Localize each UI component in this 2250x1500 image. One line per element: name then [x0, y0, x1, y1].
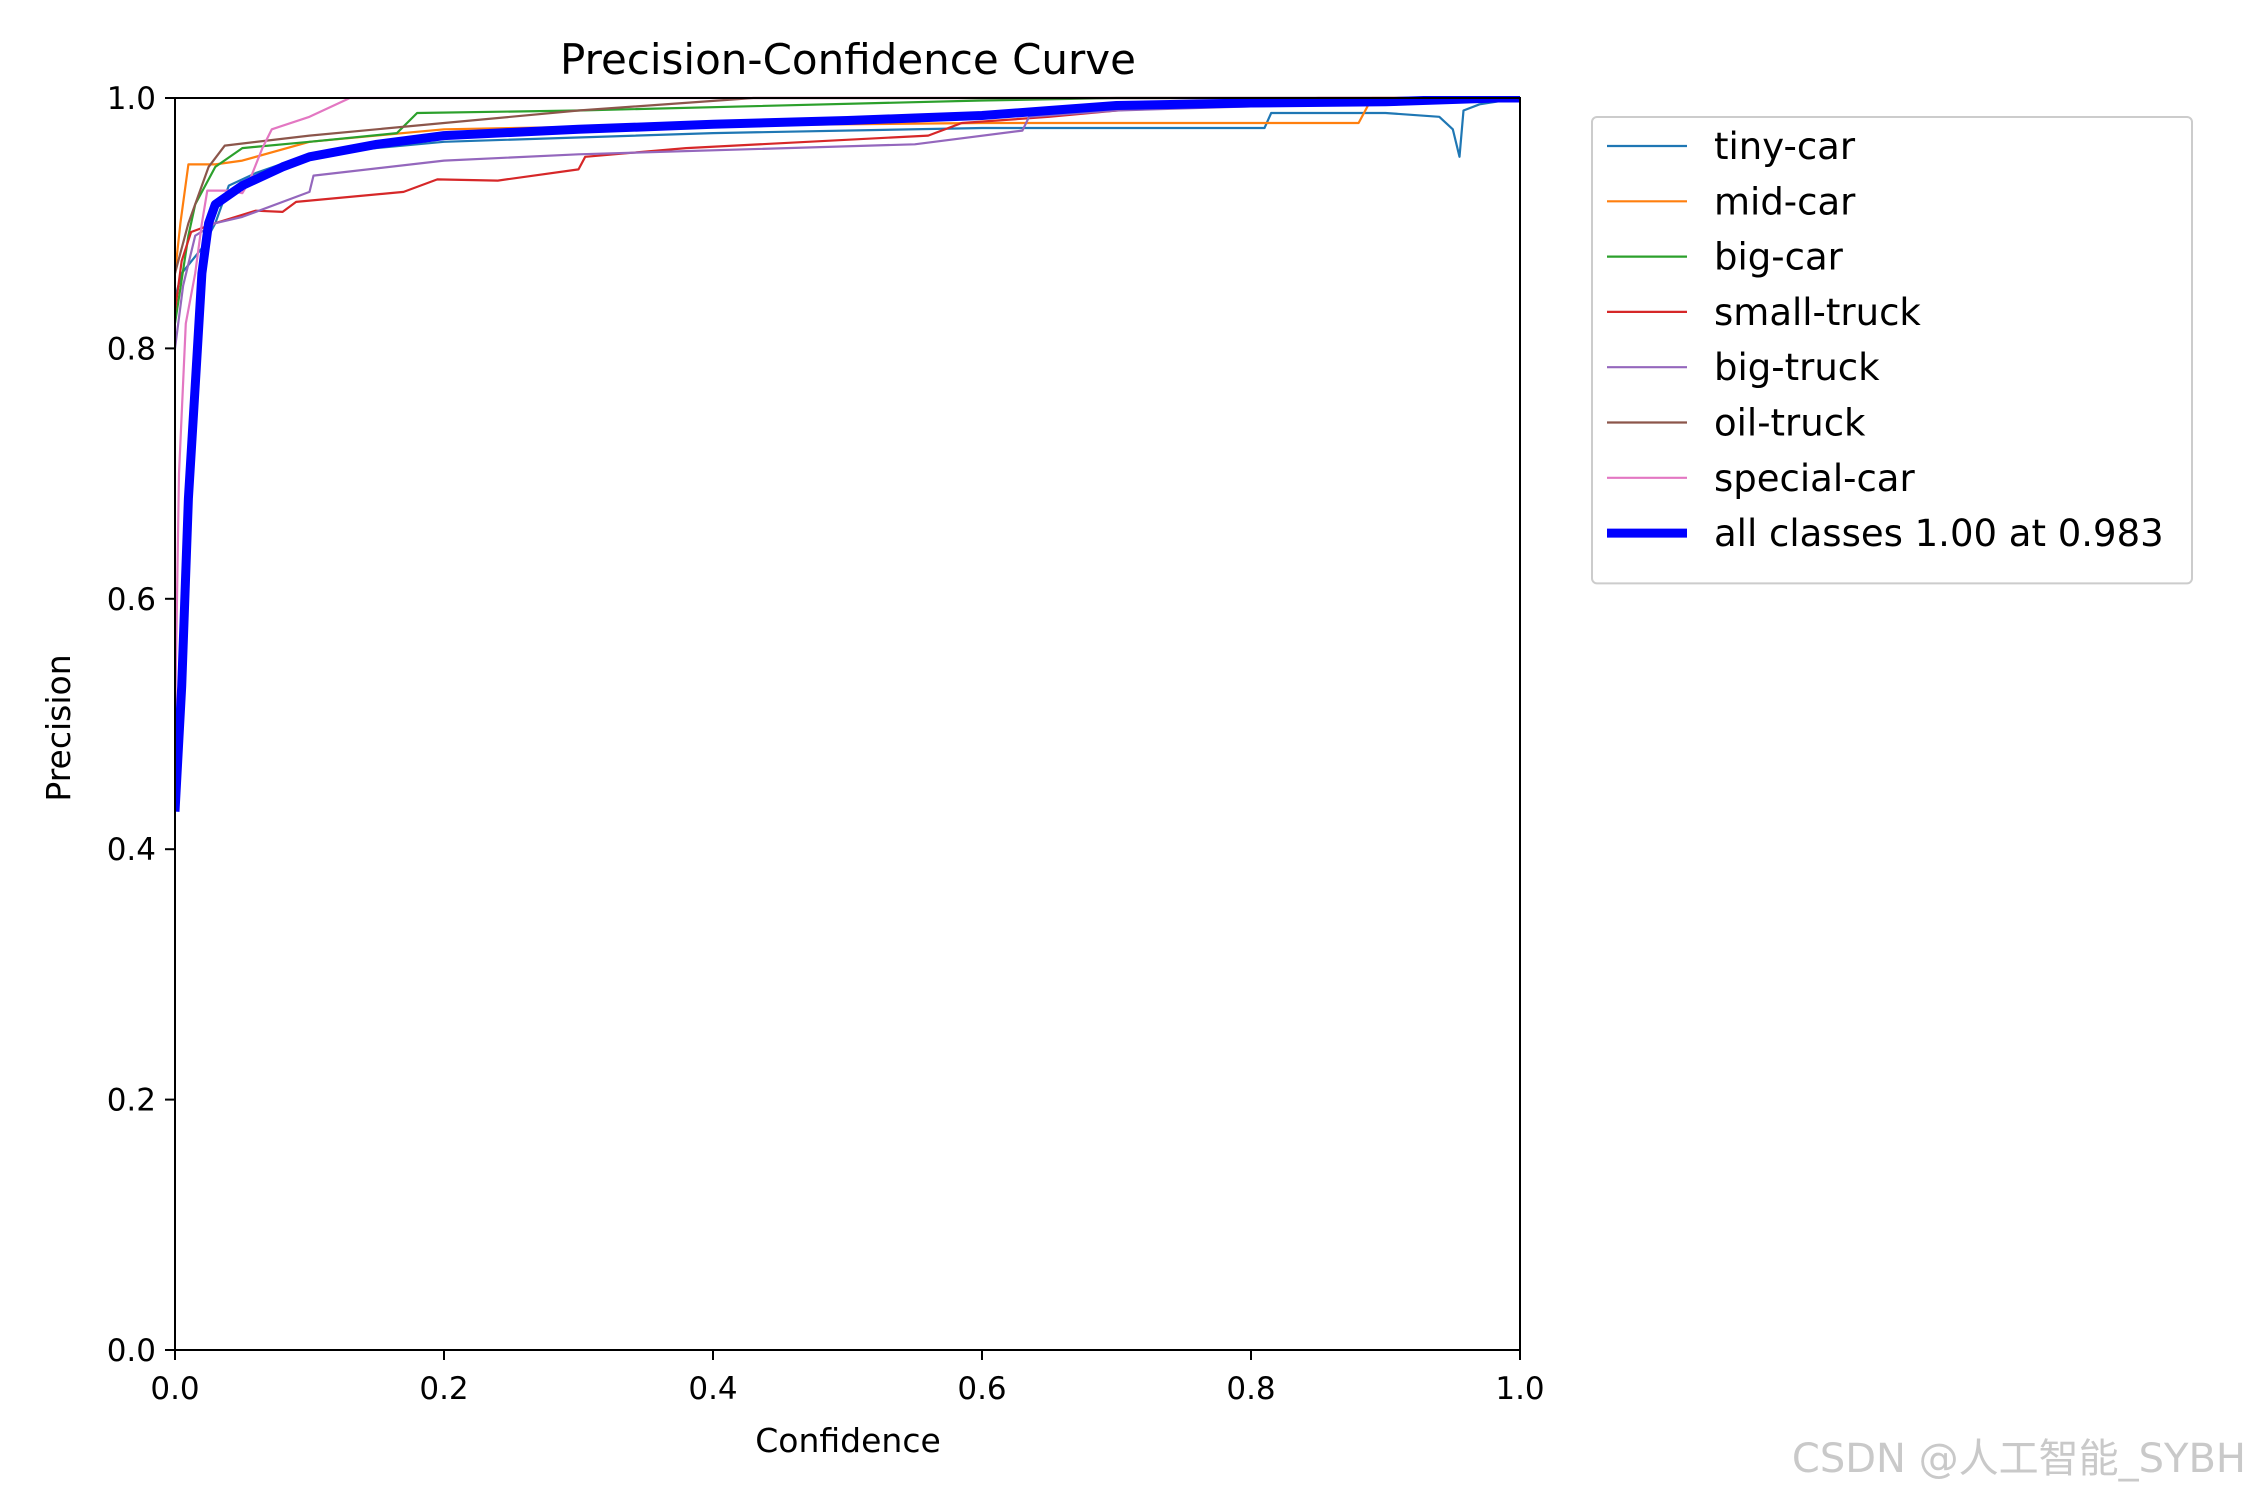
y-tick-label: 0.2 — [107, 1083, 156, 1119]
legend-label-4: big-truck — [1714, 346, 1880, 389]
y-axis-title: Precision — [39, 654, 78, 801]
y-tick-label: 0.6 — [107, 582, 156, 618]
series-line-2 — [175, 96, 1520, 324]
legend-label-2: big-car — [1714, 236, 1844, 279]
series-line-7 — [175, 96, 1520, 812]
x-axis-title: Confidence — [755, 1421, 941, 1460]
plot-frame — [174, 97, 1521, 1351]
x-tick-label: 0.8 — [1226, 1371, 1275, 1407]
axes: 0.0 0.2 0.4 0.6 0.8 1.0 0.0 0.2 0.4 0.6 0.8 1.0 — [107, 81, 1545, 1407]
legend-label-7: all classes 1.00 at 0.983 — [1714, 512, 2164, 555]
watermark: CSDN @人工智能_SYBH — [1791, 1436, 2246, 1482]
series-line-6 — [175, 96, 1520, 725]
legend-label-6: special-car — [1714, 457, 1915, 500]
series-line-0 — [175, 96, 1520, 299]
series-line-1 — [175, 96, 1520, 274]
plot-area — [175, 96, 1520, 812]
legend-label-3: small-truck — [1714, 291, 1921, 334]
chart-title: Precision-Confidence Curve — [560, 35, 1136, 84]
legend-label-5: oil-truck — [1714, 402, 1866, 445]
legend-label-1: mid-car — [1714, 180, 1856, 223]
legend-box — [1591, 116, 2193, 585]
x-tick-label: 0.6 — [957, 1371, 1006, 1407]
y-tick-label: 1.0 — [107, 81, 156, 117]
x-tick-label: 0.0 — [150, 1371, 199, 1407]
x-tick-label: 0.4 — [688, 1371, 737, 1407]
legend: tiny-car mid-car big-car small-truck big-tru… — [1591, 116, 2193, 585]
series-line-5 — [175, 96, 1520, 274]
legend-label-0: tiny-car — [1714, 125, 1856, 168]
x-tick-label: 1.0 — [1495, 1371, 1544, 1407]
y-tick-label: 0.8 — [107, 331, 156, 367]
y-tick-label: 0.0 — [107, 1333, 156, 1369]
series-line-4 — [175, 96, 1520, 349]
y-tick-label: 0.4 — [107, 832, 156, 868]
x-tick-label: 0.2 — [419, 1371, 468, 1407]
